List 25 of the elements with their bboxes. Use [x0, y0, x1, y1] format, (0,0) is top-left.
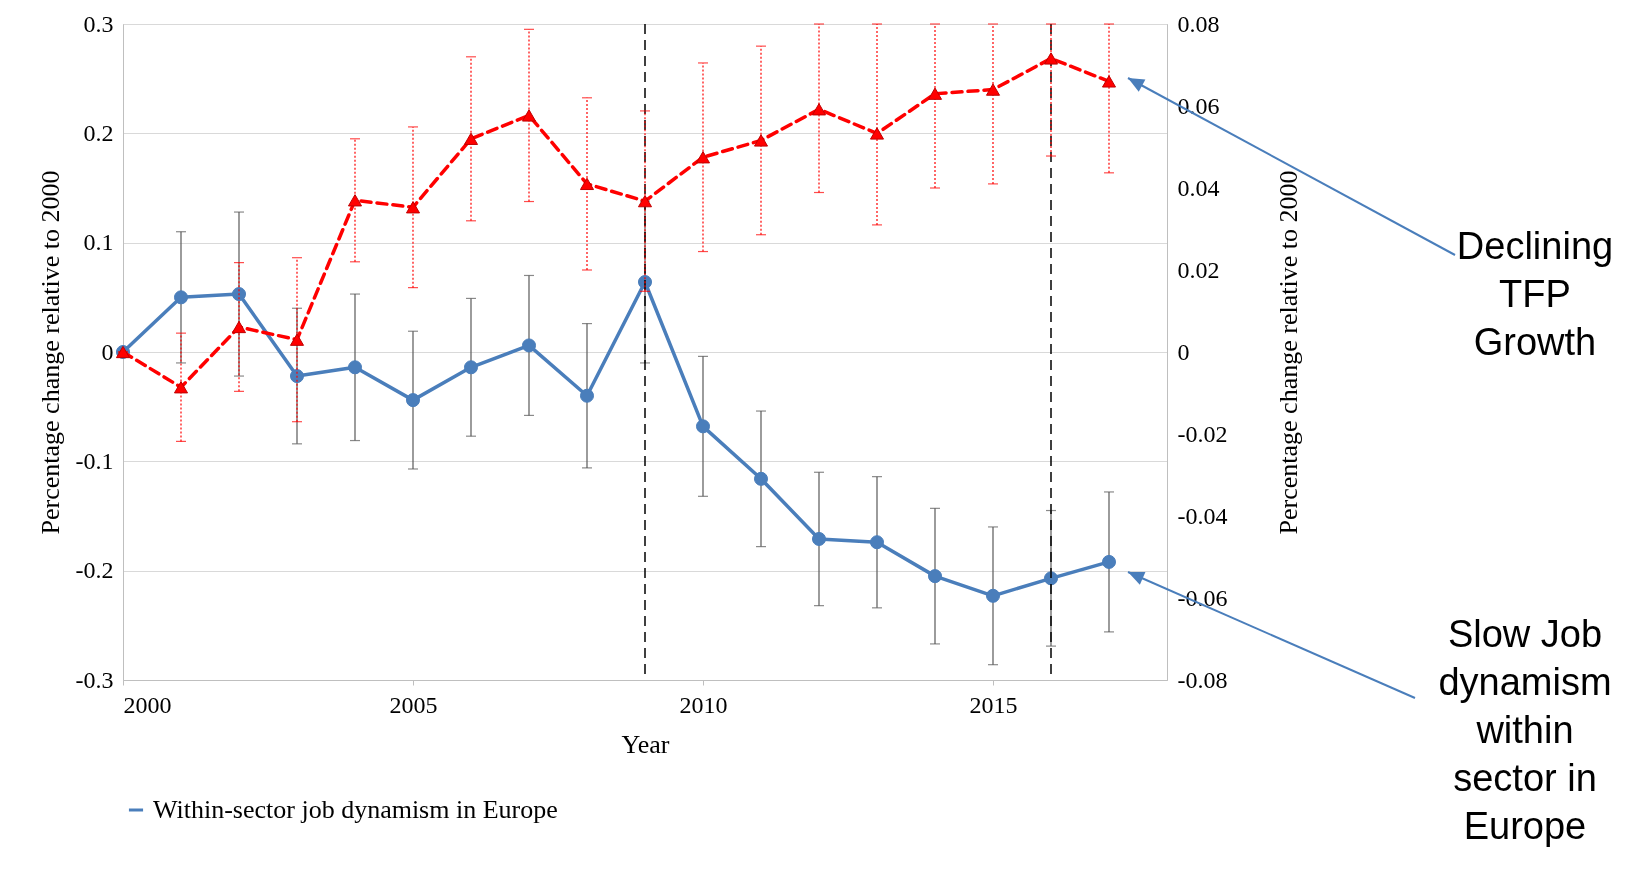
- y2-tick-label: -0.04: [1177, 502, 1228, 529]
- y2-tick-label: 0.04: [1177, 174, 1220, 201]
- y2-tick-label: 0.06: [1177, 92, 1220, 119]
- x-tick-label: 2005: [389, 691, 438, 718]
- y-tick-label: -0.1: [75, 447, 114, 474]
- y2-tick-label: -0.08: [1177, 666, 1228, 693]
- y2-tick-label: 0.02: [1177, 256, 1220, 283]
- x-tick-label: 2000: [123, 691, 172, 718]
- x-axis-title: Year: [621, 729, 670, 759]
- y-tick-label: -0.3: [75, 666, 114, 693]
- y-tick-label: 0.3: [83, 10, 114, 37]
- y2-tick-label: 0: [1177, 338, 1190, 365]
- y2-axis-title: Percentage change relative to 2000: [1274, 170, 1304, 535]
- y-axis-title: Percentage change relative to 2000: [35, 170, 65, 535]
- y2-tick-label: 0.08: [1177, 10, 1220, 37]
- y-tick-label: 0.2: [83, 119, 114, 146]
- y-tick-label: -0.2: [75, 557, 114, 584]
- x-tick-label: 2015: [969, 691, 1018, 718]
- x-tick-label: 2010: [679, 691, 728, 718]
- y2-tick-label: -0.02: [1177, 420, 1228, 447]
- legend-label: Within-sector job dynamism in Europe: [153, 795, 558, 824]
- text: Declining TFP Growth: [1455, 224, 1615, 365]
- y-tick-label: 0.1: [83, 229, 114, 256]
- text: Slow Job dynamism within sector in Europe: [1437, 612, 1613, 849]
- y-tick-label: 0: [101, 338, 114, 365]
